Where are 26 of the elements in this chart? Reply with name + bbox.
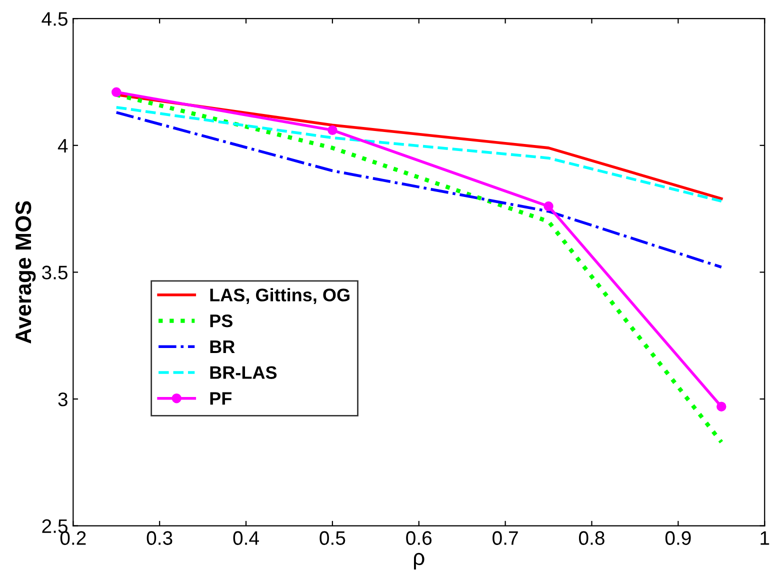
legend-label: PS <box>210 314 232 328</box>
y-tick-label: 4 <box>58 139 68 152</box>
x-axis-title: ρ <box>414 552 424 570</box>
y-tick-label: 2.5 <box>42 519 68 534</box>
y-tick-label: 3.5 <box>42 266 68 280</box>
x-tick-label: 0.6 <box>406 531 432 545</box>
point <box>328 125 338 136</box>
x-tick-label: 0.4 <box>233 531 259 545</box>
x-tick-label: 0.3 <box>146 531 172 545</box>
x-tick-label: 0.2 <box>60 531 86 545</box>
point <box>112 87 122 97</box>
legend-label: PF <box>210 392 232 405</box>
x-tick-label: 0.9 <box>665 531 691 545</box>
x-tick-label: 0.8 <box>578 531 604 545</box>
y-tick-label: 4.5 <box>42 12 68 26</box>
x-tick-label: 1 <box>760 531 770 545</box>
point <box>544 201 554 212</box>
legend-label: BR-LAS <box>210 366 277 379</box>
y-tick-label: 3 <box>58 392 68 406</box>
x-tick-label: 0.5 <box>320 531 346 545</box>
line-series <box>114 111 723 269</box>
y-axis-title: Average MOS <box>15 201 36 344</box>
legend-label: BR <box>210 340 235 353</box>
point <box>716 402 726 412</box>
legend-label: LAS, Gittins, OG <box>210 288 350 304</box>
x-tick-label: 0.7 <box>492 531 518 545</box>
